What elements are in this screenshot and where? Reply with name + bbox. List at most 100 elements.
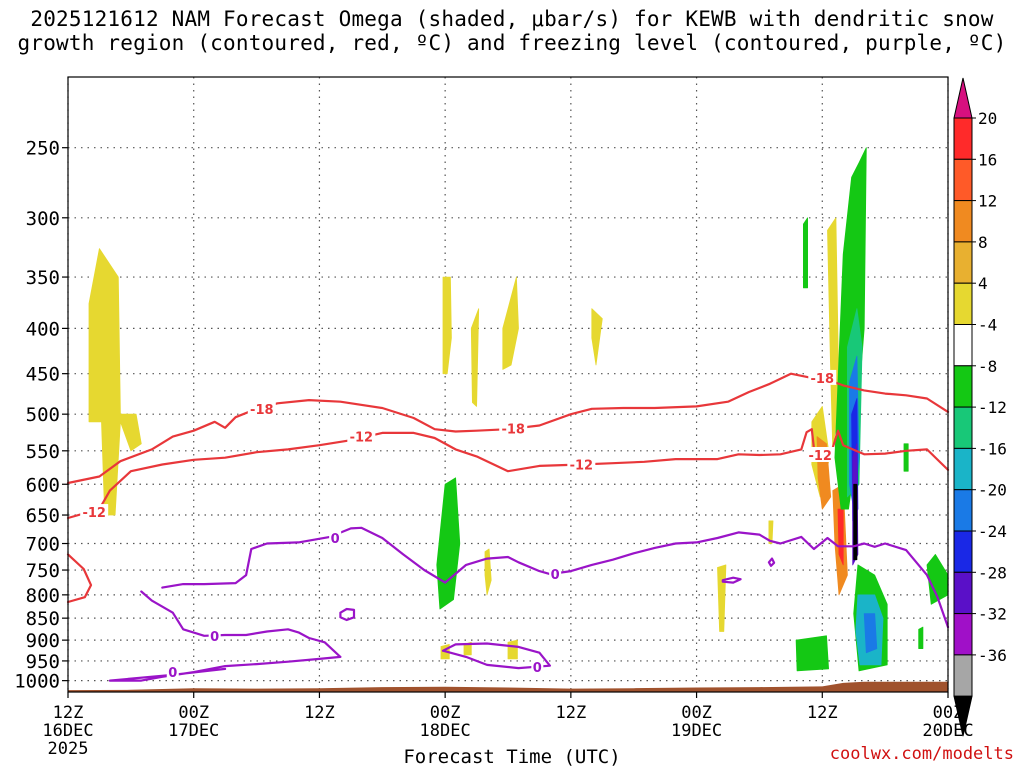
colorbar-segment-1 bbox=[953, 158, 973, 202]
y-tick-label-250: 250 bbox=[26, 138, 60, 160]
colorbar-segment-10 bbox=[953, 530, 973, 573]
contour-label-freezing-level-loop-b-0: 0 bbox=[533, 661, 542, 676]
terrain bbox=[68, 681, 948, 692]
contour-label-bg-dgz-minus18-0 bbox=[247, 400, 276, 416]
omega-patch-23 bbox=[918, 626, 924, 649]
chart-title-line-2: growth region (contoured, red, ºC) and f… bbox=[17, 31, 1007, 55]
credit[interactable]: coolwx.com/modelts bbox=[829, 744, 1014, 764]
omega-patch-0 bbox=[88, 248, 142, 516]
colorbar-segment-3 bbox=[953, 241, 973, 284]
colorbar-top-arrow bbox=[953, 77, 973, 119]
terrain-fill bbox=[68, 681, 948, 692]
y-tick-label-600: 600 bbox=[26, 474, 60, 496]
omega-patch-3 bbox=[502, 276, 519, 370]
colorbar-label-10: -24 bbox=[978, 522, 1007, 541]
x-tick-label-12-0: 00Z bbox=[178, 703, 209, 723]
x-tick-label-84-0: 00Z bbox=[933, 703, 964, 723]
colorbar-segment-7 bbox=[953, 406, 973, 449]
colorbar-label-4: 4 bbox=[978, 274, 988, 293]
colorbar-label-2: 12 bbox=[978, 192, 997, 211]
x-tick-label-48-0: 12Z bbox=[555, 703, 586, 723]
colorbar: 20 16 12 8 4 -4 -8 -12 -16 -20 -24 -28 -32 -36 bbox=[953, 77, 1007, 737]
y-tick-label-850: 850 bbox=[26, 608, 60, 630]
y-tick-label-800: 800 bbox=[26, 585, 60, 607]
x-tick-label-12-1: 17DEC bbox=[168, 721, 219, 741]
contour-label-bg-dgz-minus12-1 bbox=[347, 428, 376, 444]
x-tick-label-0-0: 12Z bbox=[53, 703, 84, 723]
omega-patch-17 bbox=[803, 217, 808, 289]
omega-patch-5 bbox=[484, 548, 492, 596]
contour-label-dgz-minus18-0: -18 bbox=[250, 403, 274, 418]
x-tick-label-0-1: 16DEC bbox=[42, 721, 93, 741]
contour-label-dgz-minus12-0: -12 bbox=[82, 506, 106, 521]
colorbar-label-11: -28 bbox=[978, 563, 1007, 582]
x-tick-label-0-2: 2025 bbox=[48, 739, 89, 759]
x-axis-title: Forecast Time (UTC) bbox=[403, 746, 621, 768]
y-tick-label-550: 550 bbox=[26, 441, 60, 463]
y-tick-label-500: 500 bbox=[26, 404, 60, 426]
contour-label-dgz-minus12-3: -12 bbox=[808, 449, 832, 464]
colorbar-label-1: 16 bbox=[978, 150, 997, 169]
omega-patch-18 bbox=[834, 147, 867, 510]
contour-label-bg-freezing-level-upper-0 bbox=[329, 529, 342, 545]
y-tick-label-950: 950 bbox=[26, 651, 60, 673]
contour-label-freezing-level-upper-0: 0 bbox=[331, 532, 340, 547]
contour-label-dgz-minus12-1: -12 bbox=[350, 431, 374, 446]
omega-patch-27 bbox=[863, 613, 878, 654]
colorbar-segment-11 bbox=[953, 571, 973, 615]
y-tick-label-900: 900 bbox=[26, 630, 60, 652]
contour-freezing-level-lower bbox=[108, 590, 342, 682]
y-tick-label-350: 350 bbox=[26, 267, 60, 289]
contour-dgz-minus12 bbox=[66, 428, 950, 520]
contour-label-bg-dgz-minus18-2 bbox=[808, 369, 837, 385]
colorbar-label-13: -36 bbox=[978, 646, 1007, 665]
y-tick-label-450: 450 bbox=[26, 364, 60, 386]
omega-patch-2 bbox=[470, 308, 480, 407]
x-tick-label-60-0: 00Z bbox=[681, 703, 712, 723]
colorbar-label-7: -12 bbox=[978, 398, 1007, 417]
y-axis: 2503003504004505005506006507007508008509… bbox=[14, 138, 68, 693]
colorbar-label-5: -4 bbox=[978, 316, 997, 335]
contour-label-dgz-minus18-1: -18 bbox=[501, 423, 525, 438]
colorbar-bottom-arrow bbox=[953, 695, 973, 737]
y-tick-label-750: 750 bbox=[26, 560, 60, 582]
contour-label-bg-freezing-level-loop-b-0 bbox=[531, 658, 544, 674]
y-tick-label-700: 700 bbox=[26, 534, 60, 556]
colorbar-segment-0 bbox=[953, 117, 973, 160]
contour-freezing-level-loop-b bbox=[441, 642, 551, 670]
omega-patch-30 bbox=[853, 483, 858, 561]
omega-patch-1 bbox=[442, 276, 452, 375]
colorbar-segment-8 bbox=[953, 447, 973, 491]
contour-label-freezing-level-lower-0: 0 bbox=[210, 630, 219, 645]
contour-label-bg-dgz-minus12-3 bbox=[806, 446, 835, 462]
omega-patch-21 bbox=[903, 443, 909, 472]
omega-patch-20 bbox=[795, 635, 829, 672]
contour-freezing-level-blob2 bbox=[767, 557, 776, 567]
contour-label-bg-dgz-minus18-1 bbox=[499, 420, 528, 436]
colorbar-segment-5 bbox=[953, 324, 973, 367]
colorbar-segment-12 bbox=[953, 613, 973, 656]
colorbar-segment-4 bbox=[953, 282, 973, 326]
colorbar-label-8: -16 bbox=[978, 439, 1007, 458]
contour-label-dgz-minus18-2: -18 bbox=[811, 372, 835, 387]
contour-freezing-level-upper bbox=[161, 526, 950, 629]
contour-freezing-level-loop-a bbox=[339, 607, 356, 622]
x-tick-label-36-1: 18DEC bbox=[420, 721, 471, 741]
y-tick-label-650: 650 bbox=[26, 505, 60, 527]
contour-dgz-minus12-low bbox=[66, 553, 93, 604]
x-tick-label-36-0: 00Z bbox=[430, 703, 461, 723]
y-tick-label-300: 300 bbox=[26, 208, 60, 230]
contour-label-freezing-level-lower-1: 0 bbox=[168, 666, 177, 681]
omega-shading bbox=[88, 147, 949, 672]
x-tick-label-72-0: 12Z bbox=[807, 703, 838, 723]
y-tick-label-400: 400 bbox=[26, 318, 60, 340]
contour-label-bg-dgz-minus12-2 bbox=[567, 456, 596, 472]
omega-patch-10 bbox=[507, 639, 518, 660]
contour-label-bg-freezing-level-lower-0 bbox=[208, 627, 221, 643]
y-tick-label-1000: 1000 bbox=[14, 671, 60, 693]
colorbar-segment-6 bbox=[953, 365, 973, 408]
contour-label-freezing-level-upper-1: 0 bbox=[551, 568, 560, 583]
contour-freezing-level-blob bbox=[721, 576, 742, 584]
